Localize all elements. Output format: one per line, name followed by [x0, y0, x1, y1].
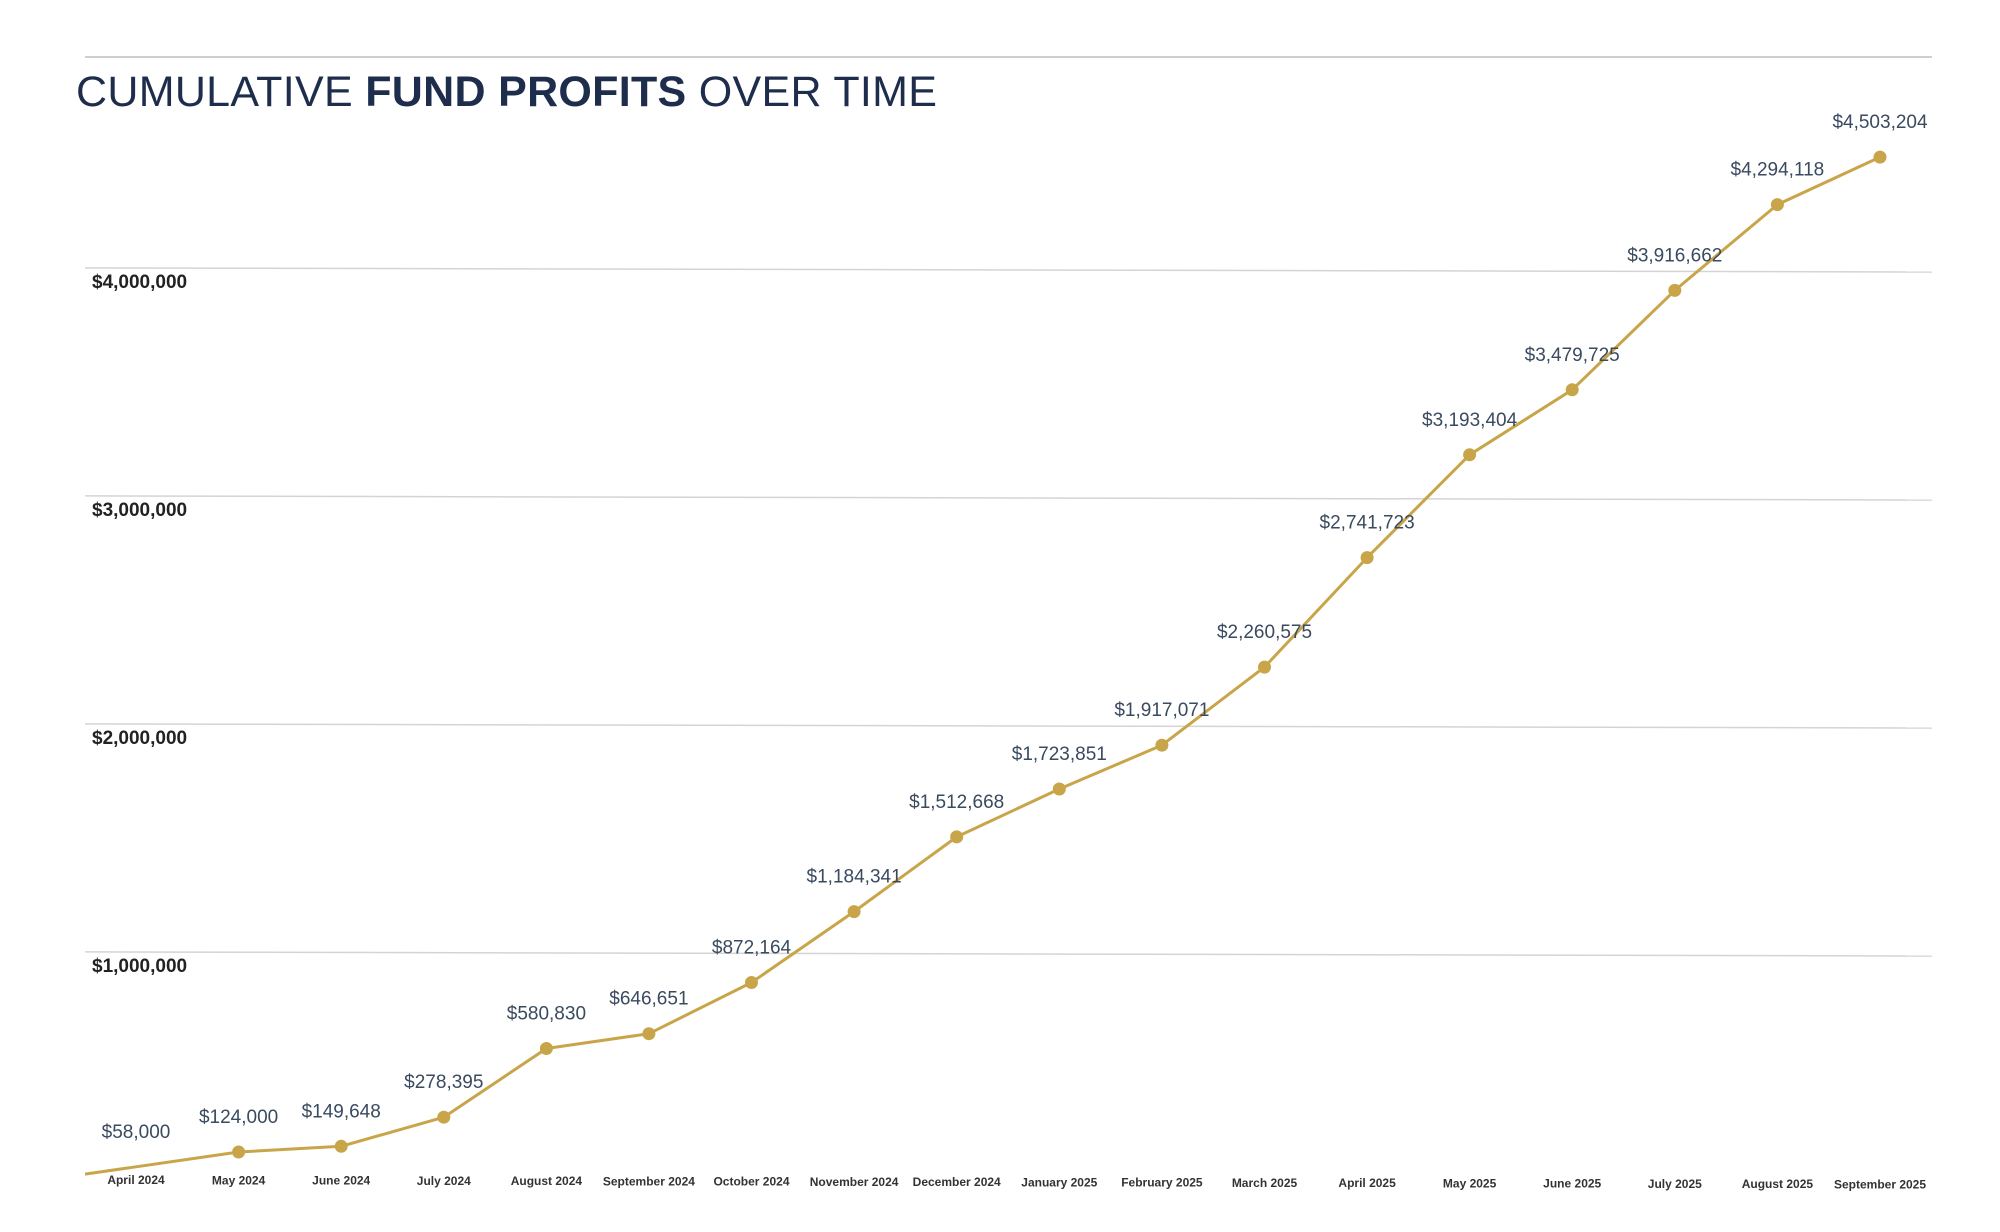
data-label: $3,193,404: [1422, 410, 1518, 431]
x-tick-label: August 2024: [511, 1174, 583, 1188]
data-point: [1873, 150, 1887, 164]
data-label: $1,184,341: [807, 867, 902, 888]
data-point: [847, 905, 861, 919]
x-tick-label: April 2025: [1338, 1176, 1396, 1190]
chart-title-prefix: CUMULATIVE: [76, 68, 365, 116]
data-points: [232, 150, 1887, 1159]
data-label: $3,479,725: [1525, 345, 1620, 366]
gridline: [84, 723, 1933, 729]
data-point: [1258, 660, 1271, 674]
x-tick-label: February 2025: [1121, 1176, 1203, 1190]
data-label: $278,395: [404, 1072, 483, 1093]
data-point: [539, 1042, 553, 1055]
x-tick-label: July 2024: [417, 1174, 471, 1188]
x-tick-label: January 2025: [1021, 1175, 1097, 1189]
x-tick-label: April 2024: [107, 1173, 165, 1187]
data-label: $2,741,723: [1320, 513, 1415, 534]
data-label: $149,648: [302, 1101, 381, 1122]
x-tick-label: May 2025: [1443, 1176, 1497, 1190]
data-point: [1770, 198, 1784, 212]
x-tick-label: December 2024: [913, 1175, 1001, 1189]
data-point: [1052, 782, 1066, 796]
data-point: [642, 1027, 656, 1041]
data-point: [1565, 383, 1579, 397]
data-label: $4,503,204: [1832, 112, 1928, 133]
data-point: [1668, 283, 1682, 297]
gridlines: [84, 267, 1933, 957]
x-tick-label: August 2025: [1742, 1177, 1814, 1191]
x-tick-label: September 2024: [603, 1174, 695, 1188]
data-point: [437, 1110, 451, 1124]
data-label: $4,294,118: [1731, 160, 1825, 181]
chart-title: CUMULATIVE FUND PROFITS OVER TIME: [76, 68, 937, 116]
x-tick-label: March 2025: [1232, 1176, 1298, 1190]
x-tick-label: June 2024: [312, 1174, 370, 1188]
gridline: [84, 495, 1933, 501]
data-point: [232, 1145, 246, 1159]
data-label: $2,260,575: [1217, 622, 1312, 643]
data-point: [1463, 448, 1477, 462]
y-tick-label: $2,000,000: [92, 728, 187, 749]
x-tick-label: June 2025: [1543, 1177, 1601, 1191]
data-label: $1,512,668: [909, 792, 1004, 813]
data-label: $580,830: [507, 1004, 586, 1025]
data-label: $1,917,071: [1114, 700, 1209, 721]
x-axis-ticks: April 2024 May 2024 June 2024 July 2024 Augu…: [107, 1173, 1926, 1191]
data-point: [334, 1139, 348, 1153]
x-tick-label: May 2024: [212, 1173, 266, 1187]
x-tick-label: September 2025: [1834, 1177, 1926, 1191]
data-label: $58,000: [102, 1122, 171, 1143]
data-label: $124,000: [199, 1107, 278, 1128]
gridline: [84, 951, 1933, 957]
data-point: [745, 976, 758, 989]
gridline: [84, 267, 1933, 273]
y-tick-label: $4,000,000: [92, 272, 187, 293]
y-axis-ticks: $1,000,000 $2,000,000 $3,000,000 $4,000,000: [92, 272, 187, 977]
series-line: [84, 155, 1881, 1176]
data-labels: $58,000 $124,000 $149,648 $278,395 $580,830 $…: [102, 112, 1928, 1143]
x-tick-label: November 2024: [810, 1175, 899, 1189]
x-tick-label: October 2024: [713, 1175, 789, 1189]
data-point: [1155, 738, 1169, 752]
data-label: $3,916,662: [1627, 245, 1722, 266]
chart-title-suffix: OVER TIME: [687, 68, 938, 116]
series-line-layer: [84, 155, 1881, 1176]
chart-title-bold: FUND PROFITS: [365, 68, 686, 116]
y-tick-label: $1,000,000: [92, 956, 187, 977]
y-tick-label: $3,000,000: [92, 500, 187, 521]
data-label: $872,164: [712, 938, 792, 959]
data-point: [950, 830, 964, 844]
data-point: [1360, 551, 1374, 565]
data-label: $1,723,851: [1012, 744, 1107, 765]
data-label: $646,651: [609, 989, 688, 1010]
x-tick-label: July 2025: [1648, 1177, 1702, 1191]
